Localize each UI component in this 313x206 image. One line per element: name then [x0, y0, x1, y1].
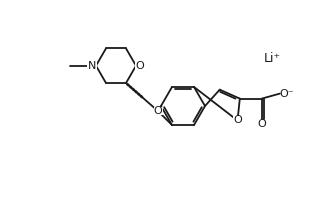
FancyBboxPatch shape — [233, 116, 242, 124]
FancyBboxPatch shape — [135, 62, 145, 70]
Text: O: O — [258, 119, 266, 129]
FancyBboxPatch shape — [87, 62, 97, 70]
Text: Li⁺: Li⁺ — [264, 52, 280, 64]
Text: O⁻: O⁻ — [280, 89, 294, 99]
Text: O: O — [136, 61, 144, 71]
Text: O: O — [233, 116, 242, 125]
Text: N: N — [88, 61, 96, 71]
FancyBboxPatch shape — [153, 107, 162, 115]
Text: O: O — [154, 106, 162, 116]
FancyBboxPatch shape — [257, 120, 266, 128]
FancyBboxPatch shape — [281, 90, 293, 98]
